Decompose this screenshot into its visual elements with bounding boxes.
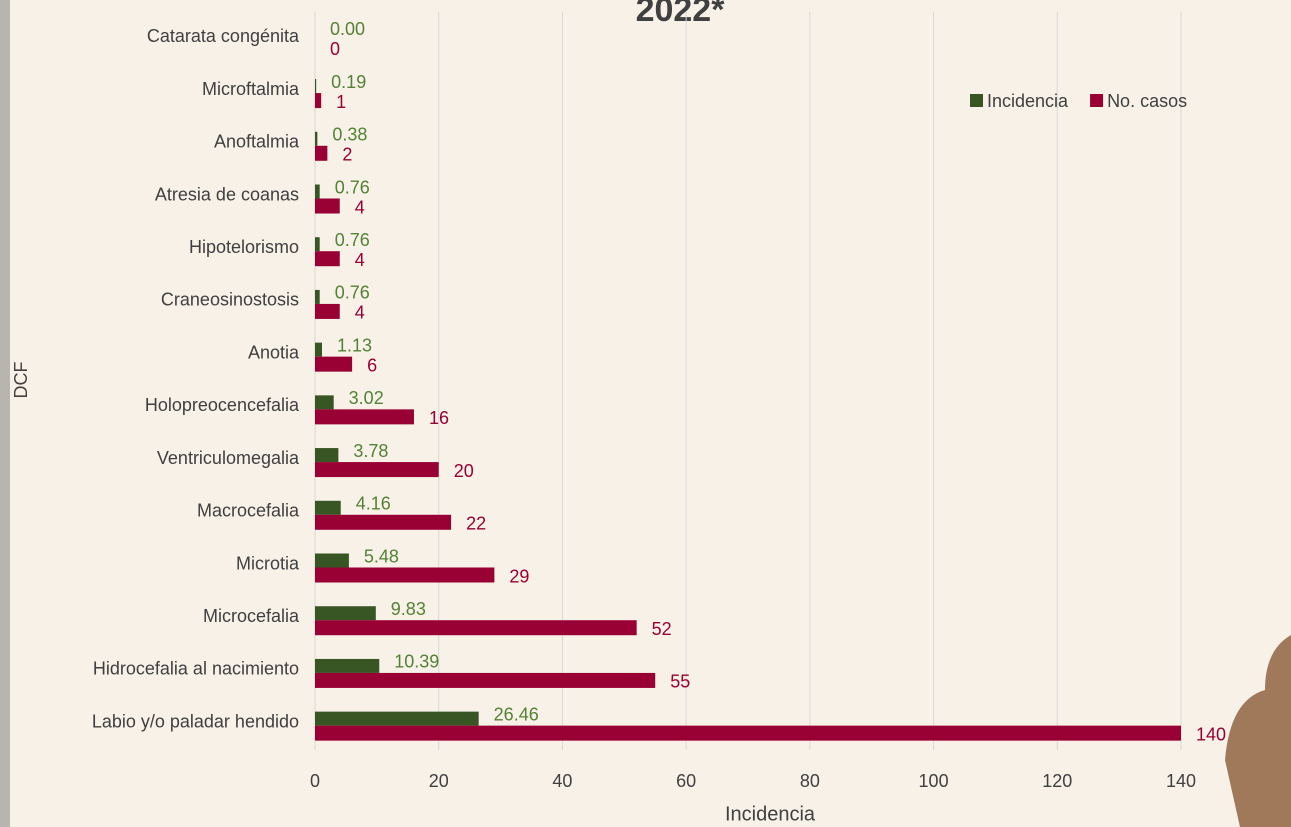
data-label: 10.39 — [394, 652, 439, 672]
data-label: 4 — [355, 303, 365, 323]
bar — [315, 303, 340, 319]
y-tick-label: Anotia — [248, 342, 300, 362]
data-label: 2 — [342, 145, 352, 165]
y-tick-label: Hipotelorismo — [189, 237, 299, 257]
data-label: 4 — [355, 197, 365, 217]
data-label: 3.78 — [353, 441, 388, 461]
x-axis-title: Incidencia — [725, 803, 816, 825]
data-label: 52 — [652, 619, 672, 639]
legend-label: No. casos — [1107, 91, 1187, 111]
x-tick-label: 40 — [552, 771, 572, 791]
data-label: 0.00 — [330, 19, 365, 39]
data-label: 16 — [429, 408, 449, 428]
bar — [315, 251, 340, 267]
y-tick-label: Hidrocefalia al nacimiento — [93, 659, 299, 679]
data-label: 4.16 — [356, 494, 391, 514]
data-label: 0.76 — [335, 177, 370, 197]
grid — [314, 12, 1182, 750]
legend-swatch — [1090, 94, 1104, 107]
data-label: 3.02 — [349, 388, 384, 408]
y-tick-label: Holopreocencefalia — [145, 395, 300, 415]
data-label: 1.13 — [337, 335, 372, 355]
y-tick-label: Microcefalia — [203, 606, 300, 626]
bar — [315, 500, 341, 515]
data-label: 22 — [466, 514, 486, 534]
y-tick-label: Microtia — [236, 553, 300, 573]
data-label: 20 — [454, 461, 474, 481]
bar — [315, 131, 318, 146]
data-label: 1 — [336, 92, 346, 112]
bar — [315, 462, 439, 478]
bar — [315, 342, 322, 357]
bar — [315, 658, 380, 673]
x-tick-label: 100 — [919, 771, 949, 791]
y-tick-label: Ventriculomegalia — [157, 448, 300, 468]
x-tick-label: 80 — [800, 771, 820, 791]
data-label: 4 — [355, 250, 365, 270]
bar — [315, 237, 320, 252]
bar — [315, 289, 320, 304]
bar — [315, 409, 414, 425]
portrait-decoration — [1225, 635, 1291, 827]
data-label: 0 — [330, 39, 340, 59]
y-tick-label: Microftalmia — [202, 79, 300, 99]
data-label: 0.38 — [332, 125, 367, 145]
bar — [315, 79, 317, 94]
x-tick-label: 140 — [1166, 771, 1196, 791]
y-tick-label: Craneosinostosis — [161, 290, 299, 310]
data-label: 26.46 — [494, 704, 539, 724]
x-tick-label: 120 — [1042, 771, 1072, 791]
bar — [315, 567, 495, 583]
data-label: 0.76 — [335, 230, 370, 250]
bar — [315, 93, 322, 109]
chart-title: 2022* — [636, 0, 726, 29]
y-tick-label: Atresia de coanas — [155, 184, 299, 204]
bar — [315, 184, 320, 199]
legend-swatch — [970, 94, 983, 107]
bar — [315, 145, 328, 161]
bar — [315, 198, 340, 214]
bar — [315, 711, 479, 726]
bar — [315, 606, 376, 621]
legend-label: Incidencia — [987, 91, 1069, 111]
data-label: 5.48 — [364, 546, 399, 566]
bar — [315, 356, 353, 372]
x-tick-label: 60 — [676, 771, 696, 791]
data-label: 140 — [1196, 724, 1226, 744]
bar — [315, 514, 452, 530]
data-label: 9.83 — [391, 599, 426, 619]
y-tick-label: Macrocefalia — [197, 501, 300, 521]
y-axis-title: DCF — [11, 362, 31, 399]
data-label: 0.76 — [335, 283, 370, 303]
y-tick-label: Catarata congénita — [147, 26, 300, 46]
bar — [315, 725, 1181, 741]
side-strip — [0, 0, 10, 827]
y-tick-label: Anoftalmia — [214, 132, 300, 152]
data-label: 55 — [670, 672, 690, 692]
bar — [315, 395, 334, 410]
x-tick-label: 0 — [310, 771, 320, 791]
data-label: 29 — [509, 566, 529, 586]
bar — [315, 672, 656, 688]
bar — [315, 448, 339, 463]
data-label: 0.19 — [331, 72, 366, 92]
y-tick-label: Labio y/o paladar hendido — [92, 711, 299, 731]
bar — [315, 620, 637, 636]
bar — [315, 553, 349, 568]
x-tick-label: 20 — [429, 771, 449, 791]
data-label: 6 — [367, 355, 377, 375]
